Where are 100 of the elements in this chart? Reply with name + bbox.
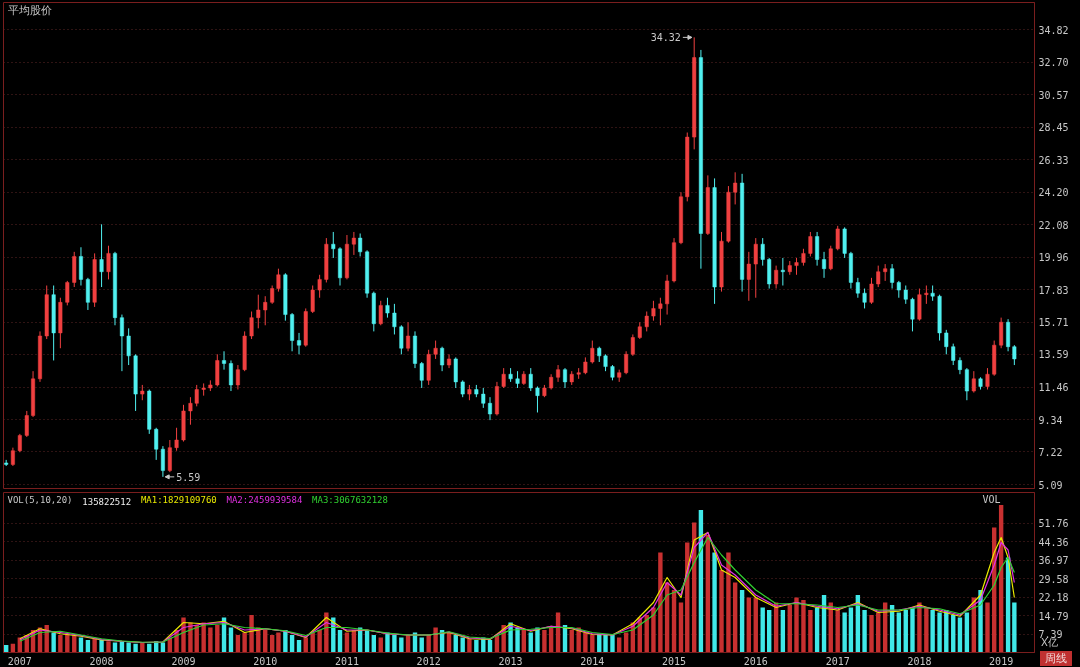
candlestick	[828, 245, 833, 271]
candlestick	[808, 231, 813, 257]
candlestick	[358, 232, 363, 257]
bar	[808, 610, 813, 653]
candlestick	[651, 300, 656, 322]
candlestick	[331, 231, 336, 259]
candlestick	[188, 396, 193, 426]
bar	[937, 612, 942, 653]
candlestick	[222, 350, 226, 371]
bar	[787, 605, 792, 653]
annotation: 5.59	[176, 471, 201, 483]
bar	[610, 635, 615, 653]
bar	[767, 610, 772, 653]
candlestick	[658, 297, 663, 326]
candlestick	[780, 257, 785, 286]
candlestick	[665, 274, 670, 316]
bar	[126, 642, 131, 653]
candlestick	[160, 445, 165, 478]
bar	[276, 632, 281, 653]
bar	[58, 635, 63, 653]
x-tick-label: 2012	[416, 655, 441, 667]
candlestick	[488, 396, 492, 421]
bar	[712, 552, 717, 653]
bar	[317, 630, 322, 653]
candlestick	[310, 285, 315, 314]
text: 周线	[1040, 651, 1072, 666]
bar	[583, 632, 588, 653]
y-tick-label: 13.59	[1038, 349, 1069, 361]
x-tick-label: 2018	[907, 655, 932, 667]
y-tick-label: 24.20	[1038, 187, 1069, 199]
candlestick	[760, 237, 765, 267]
candlestick	[106, 245, 111, 280]
bar	[917, 602, 922, 653]
text: MA2:2459939584	[226, 494, 303, 505]
y-tick-label: 15.71	[1038, 317, 1069, 329]
bar	[801, 600, 806, 653]
bar	[426, 635, 431, 653]
candlestick	[263, 295, 268, 326]
candlestick	[440, 346, 445, 372]
candlestick	[85, 277, 90, 311]
y-tick-label: 29.58	[1038, 573, 1069, 585]
candlestick	[774, 265, 779, 290]
candlestick	[815, 231, 820, 267]
candlestick	[249, 311, 254, 340]
candlestick	[256, 294, 261, 329]
candlestick	[951, 343, 956, 366]
bar	[65, 633, 70, 653]
x-tick-label: 2017	[825, 655, 850, 667]
bar	[746, 597, 752, 653]
candlestick	[481, 387, 486, 409]
candlestick	[746, 251, 751, 302]
candlestick	[126, 327, 131, 366]
x-tick-label: 2013	[498, 655, 523, 667]
bar	[399, 637, 404, 653]
y-tick-label: 34.82	[1038, 24, 1069, 36]
candlestick	[869, 277, 874, 305]
text: MA3:3067632128	[312, 494, 388, 505]
candlestick	[903, 285, 908, 305]
bar	[862, 610, 867, 653]
candlestick	[351, 231, 356, 256]
candlestick	[270, 285, 275, 305]
bar	[460, 637, 465, 653]
bar	[651, 607, 656, 653]
bar	[385, 632, 390, 653]
text: MA1:1829109760	[140, 494, 217, 505]
candlestick	[453, 356, 458, 389]
y-tick-label: 44.36	[1038, 536, 1069, 548]
candlestick	[855, 277, 860, 299]
y-tick-label: 36.97	[1038, 555, 1069, 567]
y-tick-label: 11.46	[1038, 382, 1069, 394]
bar	[433, 627, 438, 653]
candlestick	[733, 171, 738, 205]
candlestick	[119, 314, 124, 372]
candlestick	[1012, 344, 1017, 366]
x-tick-label: 2016	[743, 655, 768, 667]
bar	[739, 590, 745, 653]
bar	[903, 610, 908, 653]
bar	[106, 641, 111, 653]
annotation: 135822512	[82, 496, 132, 507]
candlestick	[17, 433, 22, 453]
chart-title: VOL(5,10,20)	[7, 494, 73, 505]
x-tick-label: 2008	[89, 655, 114, 667]
candlestick	[167, 439, 172, 473]
candlestick	[194, 384, 199, 407]
bar	[208, 627, 213, 653]
bar	[51, 632, 56, 653]
bar	[92, 638, 97, 653]
x-tick-label: 2011	[334, 655, 359, 667]
bar	[842, 612, 847, 653]
candlestick	[78, 246, 83, 286]
candlestick	[501, 367, 506, 389]
candlestick	[910, 297, 915, 332]
bar	[869, 615, 874, 653]
bar	[719, 570, 724, 653]
candlestick	[556, 364, 561, 383]
annotation: VOL	[982, 493, 1001, 505]
bar	[467, 638, 472, 653]
y-tick-label: 9.34	[1038, 414, 1063, 426]
bar	[732, 582, 738, 653]
candlestick	[890, 263, 895, 290]
